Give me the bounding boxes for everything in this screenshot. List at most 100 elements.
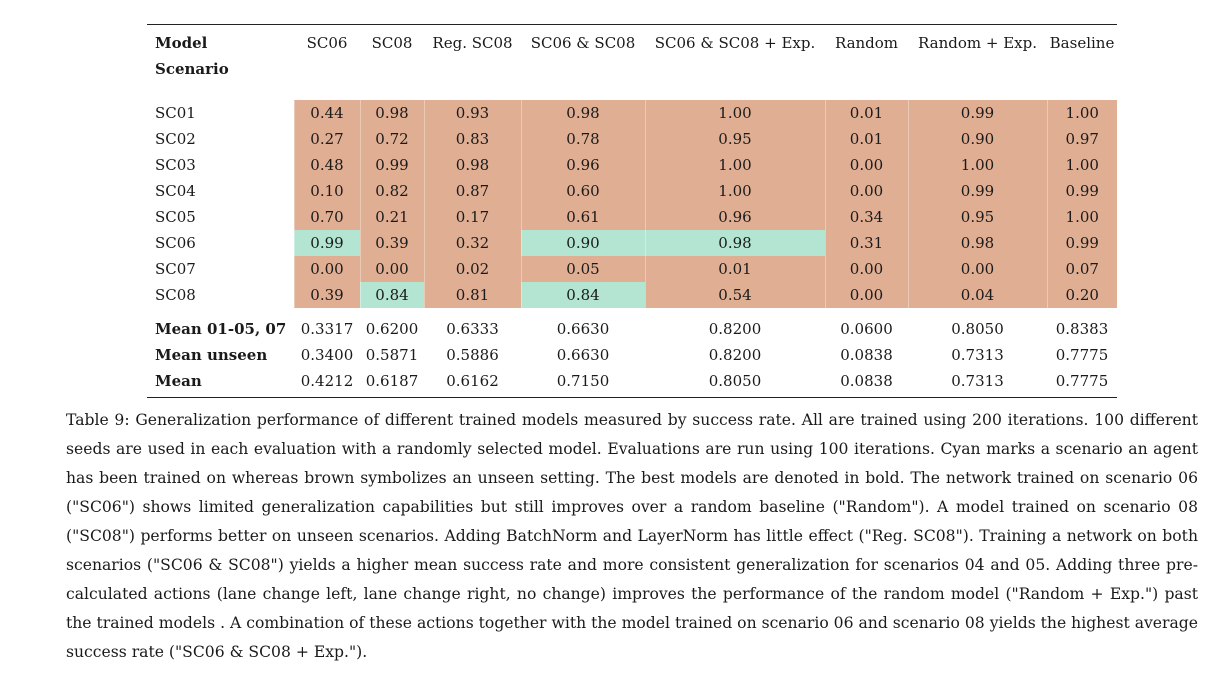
scenario-cell: 0.95 bbox=[907, 204, 1047, 230]
col-header-random-exp: Random + Exp. bbox=[918, 34, 1037, 52]
scenario-row: SC01 0.44 0.98 0.93 0.98 1.00 0.01 0.99 1.00 bbox=[147, 96, 1117, 126]
scenario-cell: 0.44 bbox=[293, 96, 360, 126]
scenario-row-label: SC05 bbox=[155, 208, 196, 226]
scenario-cell: 0.32 bbox=[423, 230, 521, 256]
mean-row: Mean 0.4212 0.6187 0.6162 0.7150 0.8050 0.0838… bbox=[147, 368, 1117, 398]
scenario-cell: 0.84 bbox=[520, 282, 645, 311]
scenario-row-label: SC07 bbox=[155, 260, 196, 278]
mean-cell: 0.8050 bbox=[708, 372, 762, 390]
scenario-row-label: SC08 bbox=[147, 282, 294, 311]
scenario-cell: 0.99 bbox=[1046, 230, 1117, 256]
scenario-cell: 0.95 bbox=[644, 126, 825, 152]
scenario-cell: 0.17 bbox=[423, 204, 521, 230]
scenario-cell: 1.00 bbox=[644, 96, 825, 126]
mean-cell: 0.0838 bbox=[840, 372, 893, 390]
scenario-cell: 0.39 bbox=[359, 230, 424, 256]
scenario-row: SC07 0.00 0.00 0.02 0.05 0.01 0.00 0.00 0.07 bbox=[147, 256, 1117, 282]
scenario-rows: SC01 0.44 0.98 0.93 0.98 1.00 0.01 0.99 1.00 SC02… bbox=[147, 96, 1117, 311]
mean-cell: 0.8383 bbox=[1055, 320, 1109, 338]
scenario-cell: 0.54 bbox=[644, 282, 825, 311]
scenario-cell: 0.98 bbox=[359, 96, 424, 126]
scenario-cell: 0.98 bbox=[644, 230, 825, 256]
mean-cell: 0.3400 bbox=[300, 346, 354, 364]
scenario-cell: 0.01 bbox=[644, 256, 825, 282]
scenario-cell: 0.61 bbox=[520, 204, 645, 230]
scenario-cell: 0.00 bbox=[824, 256, 908, 282]
scenario-cell: 1.00 bbox=[907, 152, 1047, 178]
scenario-cell: 0.96 bbox=[644, 204, 825, 230]
scenario-cell: 0.00 bbox=[824, 152, 908, 178]
scenario-cell: 1.00 bbox=[1046, 204, 1117, 230]
scenario-cell: 0.00 bbox=[824, 282, 908, 311]
scenario-row-label: SC01 bbox=[147, 96, 294, 126]
scenario-row-label: SC03 bbox=[155, 156, 196, 174]
scenario-cell: 0.90 bbox=[520, 230, 645, 256]
scenario-cell: 0.48 bbox=[293, 152, 360, 178]
mean-cell: 0.7775 bbox=[1055, 372, 1109, 390]
scenario-cell: 0.97 bbox=[1046, 126, 1117, 152]
mean-cell: 0.7313 bbox=[951, 346, 1004, 364]
mean-cell: 0.8200 bbox=[708, 320, 762, 338]
col-header-sc08: SC08 bbox=[371, 34, 413, 52]
scenario-cell: 0.00 bbox=[293, 256, 360, 282]
scenario-row: SC08 0.39 0.84 0.81 0.84 0.54 0.00 0.04 0.20 bbox=[147, 282, 1117, 311]
col-header-baseline: Baseline bbox=[1049, 34, 1115, 52]
scenario-cell: 0.07 bbox=[1046, 256, 1117, 282]
scenario-cell: 0.72 bbox=[359, 126, 424, 152]
mean-row-label: Mean bbox=[155, 372, 202, 390]
mean-cell: 0.6187 bbox=[365, 372, 419, 390]
scenario-cell: 0.01 bbox=[824, 96, 908, 126]
scenario-cell: 0.99 bbox=[359, 152, 424, 178]
scenario-cell: 0.31 bbox=[824, 230, 908, 256]
scenario-cell: 0.00 bbox=[907, 256, 1047, 282]
mean-rows: Mean 01-05, 07 0.3317 0.6200 0.6333 0.6630 0.… bbox=[147, 309, 1117, 398]
mean-row-label: Mean 01-05, 07 bbox=[155, 320, 287, 338]
scenario-cell: 0.04 bbox=[907, 282, 1047, 311]
results-table: Model Scenario SC06 SC08 Reg. SC08 SC06 … bbox=[147, 24, 1117, 398]
scenario-cell: 0.34 bbox=[824, 204, 908, 230]
mean-cell: 0.7150 bbox=[556, 372, 610, 390]
mean-cell: 0.8200 bbox=[708, 346, 762, 364]
model-header: Model bbox=[155, 34, 208, 52]
mean-cell: 0.0600 bbox=[840, 320, 893, 338]
header-row: Model Scenario SC06 SC08 Reg. SC08 SC06 … bbox=[147, 24, 1117, 99]
scenario-row: SC05 0.70 0.21 0.17 0.61 0.96 0.34 0.95 1.00 bbox=[147, 204, 1117, 230]
mean-cell: 0.6162 bbox=[446, 372, 499, 390]
scenario-row: SC03 0.48 0.99 0.98 0.96 1.00 0.00 1.00 1.00 bbox=[147, 152, 1117, 178]
mean-cell: 0.4212 bbox=[300, 372, 354, 390]
mean-cell: 0.7313 bbox=[951, 372, 1004, 390]
scenario-cell: 0.39 bbox=[293, 282, 360, 311]
col-header-sc06: SC06 bbox=[306, 34, 348, 52]
mean-cell: 0.6200 bbox=[365, 320, 419, 338]
scenario-cell: 0.00 bbox=[359, 256, 424, 282]
mean-row-label: Mean unseen bbox=[155, 346, 268, 364]
col-header-reg-sc08: Reg. SC08 bbox=[432, 34, 513, 52]
scenario-cell: 0.70 bbox=[293, 204, 360, 230]
scenario-cell: 0.21 bbox=[359, 204, 424, 230]
mean-cell: 0.5871 bbox=[365, 346, 419, 364]
mean-cell: 0.5886 bbox=[446, 346, 499, 364]
scenario-header: Scenario bbox=[155, 60, 229, 78]
scenario-cell: 0.02 bbox=[423, 256, 521, 282]
scenario-cell: 0.10 bbox=[293, 178, 360, 204]
scenario-cell: 0.27 bbox=[293, 126, 360, 152]
mean-cell: 0.6630 bbox=[556, 320, 610, 338]
col-header-sc06-sc08: SC06 & SC08 bbox=[530, 34, 636, 52]
scenario-row-label: SC02 bbox=[155, 130, 196, 148]
scenario-cell: 0.20 bbox=[1046, 282, 1117, 311]
col-header-sc06-sc08-exp: SC06 & SC08 + Exp. bbox=[654, 34, 816, 52]
mean-cell: 0.6333 bbox=[446, 320, 499, 338]
scenario-cell: 0.99 bbox=[293, 230, 360, 256]
scenario-row: SC04 0.10 0.82 0.87 0.60 1.00 0.00 0.99 0.99 bbox=[147, 178, 1117, 204]
scenario-cell: 0.81 bbox=[423, 282, 521, 311]
mean-cell: 0.7775 bbox=[1055, 346, 1109, 364]
scenario-cell: 0.98 bbox=[423, 152, 521, 178]
model-scenario-header: Model Scenario bbox=[147, 25, 294, 99]
mean-row: Mean 01-05, 07 0.3317 0.6200 0.6333 0.6630 0.… bbox=[147, 310, 1117, 343]
scenario-cell: 0.99 bbox=[907, 178, 1047, 204]
scenario-cell: 0.99 bbox=[1046, 178, 1117, 204]
scenario-cell: 0.60 bbox=[520, 178, 645, 204]
mean-row: Mean unseen 0.3400 0.5871 0.5886 0.6630 0.820… bbox=[147, 342, 1117, 368]
scenario-cell: 0.01 bbox=[824, 126, 908, 152]
mean-cell: 0.0838 bbox=[840, 346, 893, 364]
